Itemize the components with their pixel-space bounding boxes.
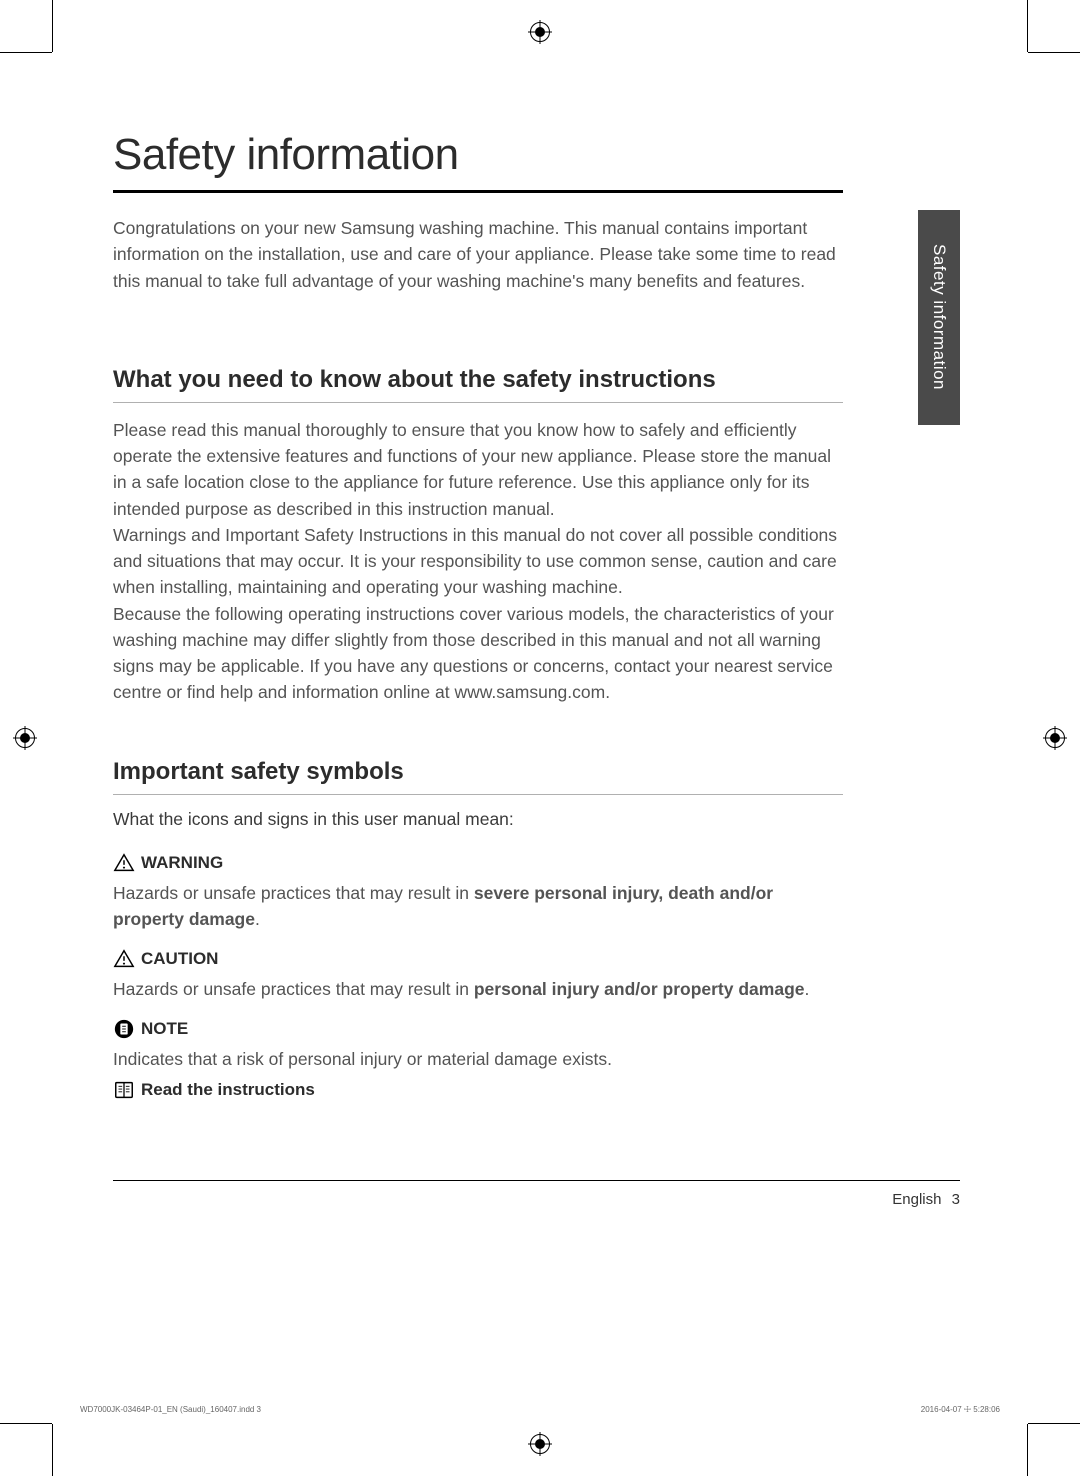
symbols-lead: What the icons and signs in this user ma… bbox=[113, 809, 843, 830]
caution-triangle-icon bbox=[113, 948, 135, 970]
manual-book-icon bbox=[113, 1079, 135, 1101]
symbol-desc-text: . bbox=[805, 979, 810, 999]
crop-mark bbox=[52, 0, 53, 52]
crop-mark bbox=[52, 1424, 53, 1476]
section-safety-instructions: What you need to know about the safety i… bbox=[113, 366, 843, 706]
symbol-row-note: NOTE bbox=[113, 1018, 843, 1040]
footer-language: English bbox=[892, 1191, 941, 1208]
page-footer: English 3 bbox=[113, 1180, 960, 1208]
crop-mark bbox=[0, 52, 52, 53]
section-body: Please read this manual thoroughly to en… bbox=[113, 417, 843, 706]
symbol-desc-bold: personal injury and/or property damage bbox=[474, 979, 805, 999]
symbol-desc-text: Indicates that a risk of personal injury… bbox=[113, 1049, 612, 1069]
page-content: Safety information Congratulations on yo… bbox=[113, 130, 843, 1153]
symbol-desc-text: Hazards or unsafe practices that may res… bbox=[113, 883, 474, 903]
side-tab: Safety information bbox=[918, 210, 960, 425]
warning-triangle-icon bbox=[113, 852, 135, 874]
crop-mark bbox=[1027, 0, 1028, 52]
print-info-right: 2016-04-07 ☩ 5:28:06 bbox=[921, 1405, 1000, 1414]
registration-mark-icon bbox=[15, 728, 35, 748]
symbol-desc: Hazards or unsafe practices that may res… bbox=[113, 880, 843, 933]
crop-mark bbox=[1027, 1424, 1028, 1476]
registration-mark-icon bbox=[530, 22, 550, 42]
crop-mark bbox=[0, 1423, 52, 1424]
symbol-row-caution: CAUTION bbox=[113, 948, 843, 970]
symbol-label: WARNING bbox=[141, 853, 223, 873]
page-title: Safety information bbox=[113, 130, 843, 193]
symbol-row-warning: WARNING bbox=[113, 852, 843, 874]
symbol-desc-text: . bbox=[255, 909, 260, 929]
note-document-icon bbox=[113, 1018, 135, 1040]
symbol-desc-text: Hazards or unsafe practices that may res… bbox=[113, 979, 474, 999]
symbol-label: CAUTION bbox=[141, 949, 218, 969]
symbol-label: Read the instructions bbox=[141, 1080, 315, 1100]
section-heading: Important safety symbols bbox=[113, 758, 843, 795]
print-info-left: WD7000JK-03464P-01_EN (Saudi)_160407.ind… bbox=[80, 1405, 261, 1414]
intro-paragraph: Congratulations on your new Samsung wash… bbox=[113, 215, 843, 294]
symbol-row-read: Read the instructions bbox=[113, 1079, 843, 1101]
registration-mark-icon bbox=[1045, 728, 1065, 748]
footer-page-number: 3 bbox=[952, 1191, 960, 1208]
symbol-label: NOTE bbox=[141, 1019, 188, 1039]
crop-mark bbox=[1028, 52, 1080, 53]
symbol-desc: Indicates that a risk of personal injury… bbox=[113, 1046, 843, 1072]
side-tab-label: Safety information bbox=[929, 244, 949, 390]
registration-mark-icon bbox=[530, 1434, 550, 1454]
crop-mark bbox=[1028, 1423, 1080, 1424]
symbol-desc: Hazards or unsafe practices that may res… bbox=[113, 976, 843, 1002]
section-heading: What you need to know about the safety i… bbox=[113, 366, 843, 403]
section-safety-symbols: Important safety symbols What the icons … bbox=[113, 758, 843, 1101]
